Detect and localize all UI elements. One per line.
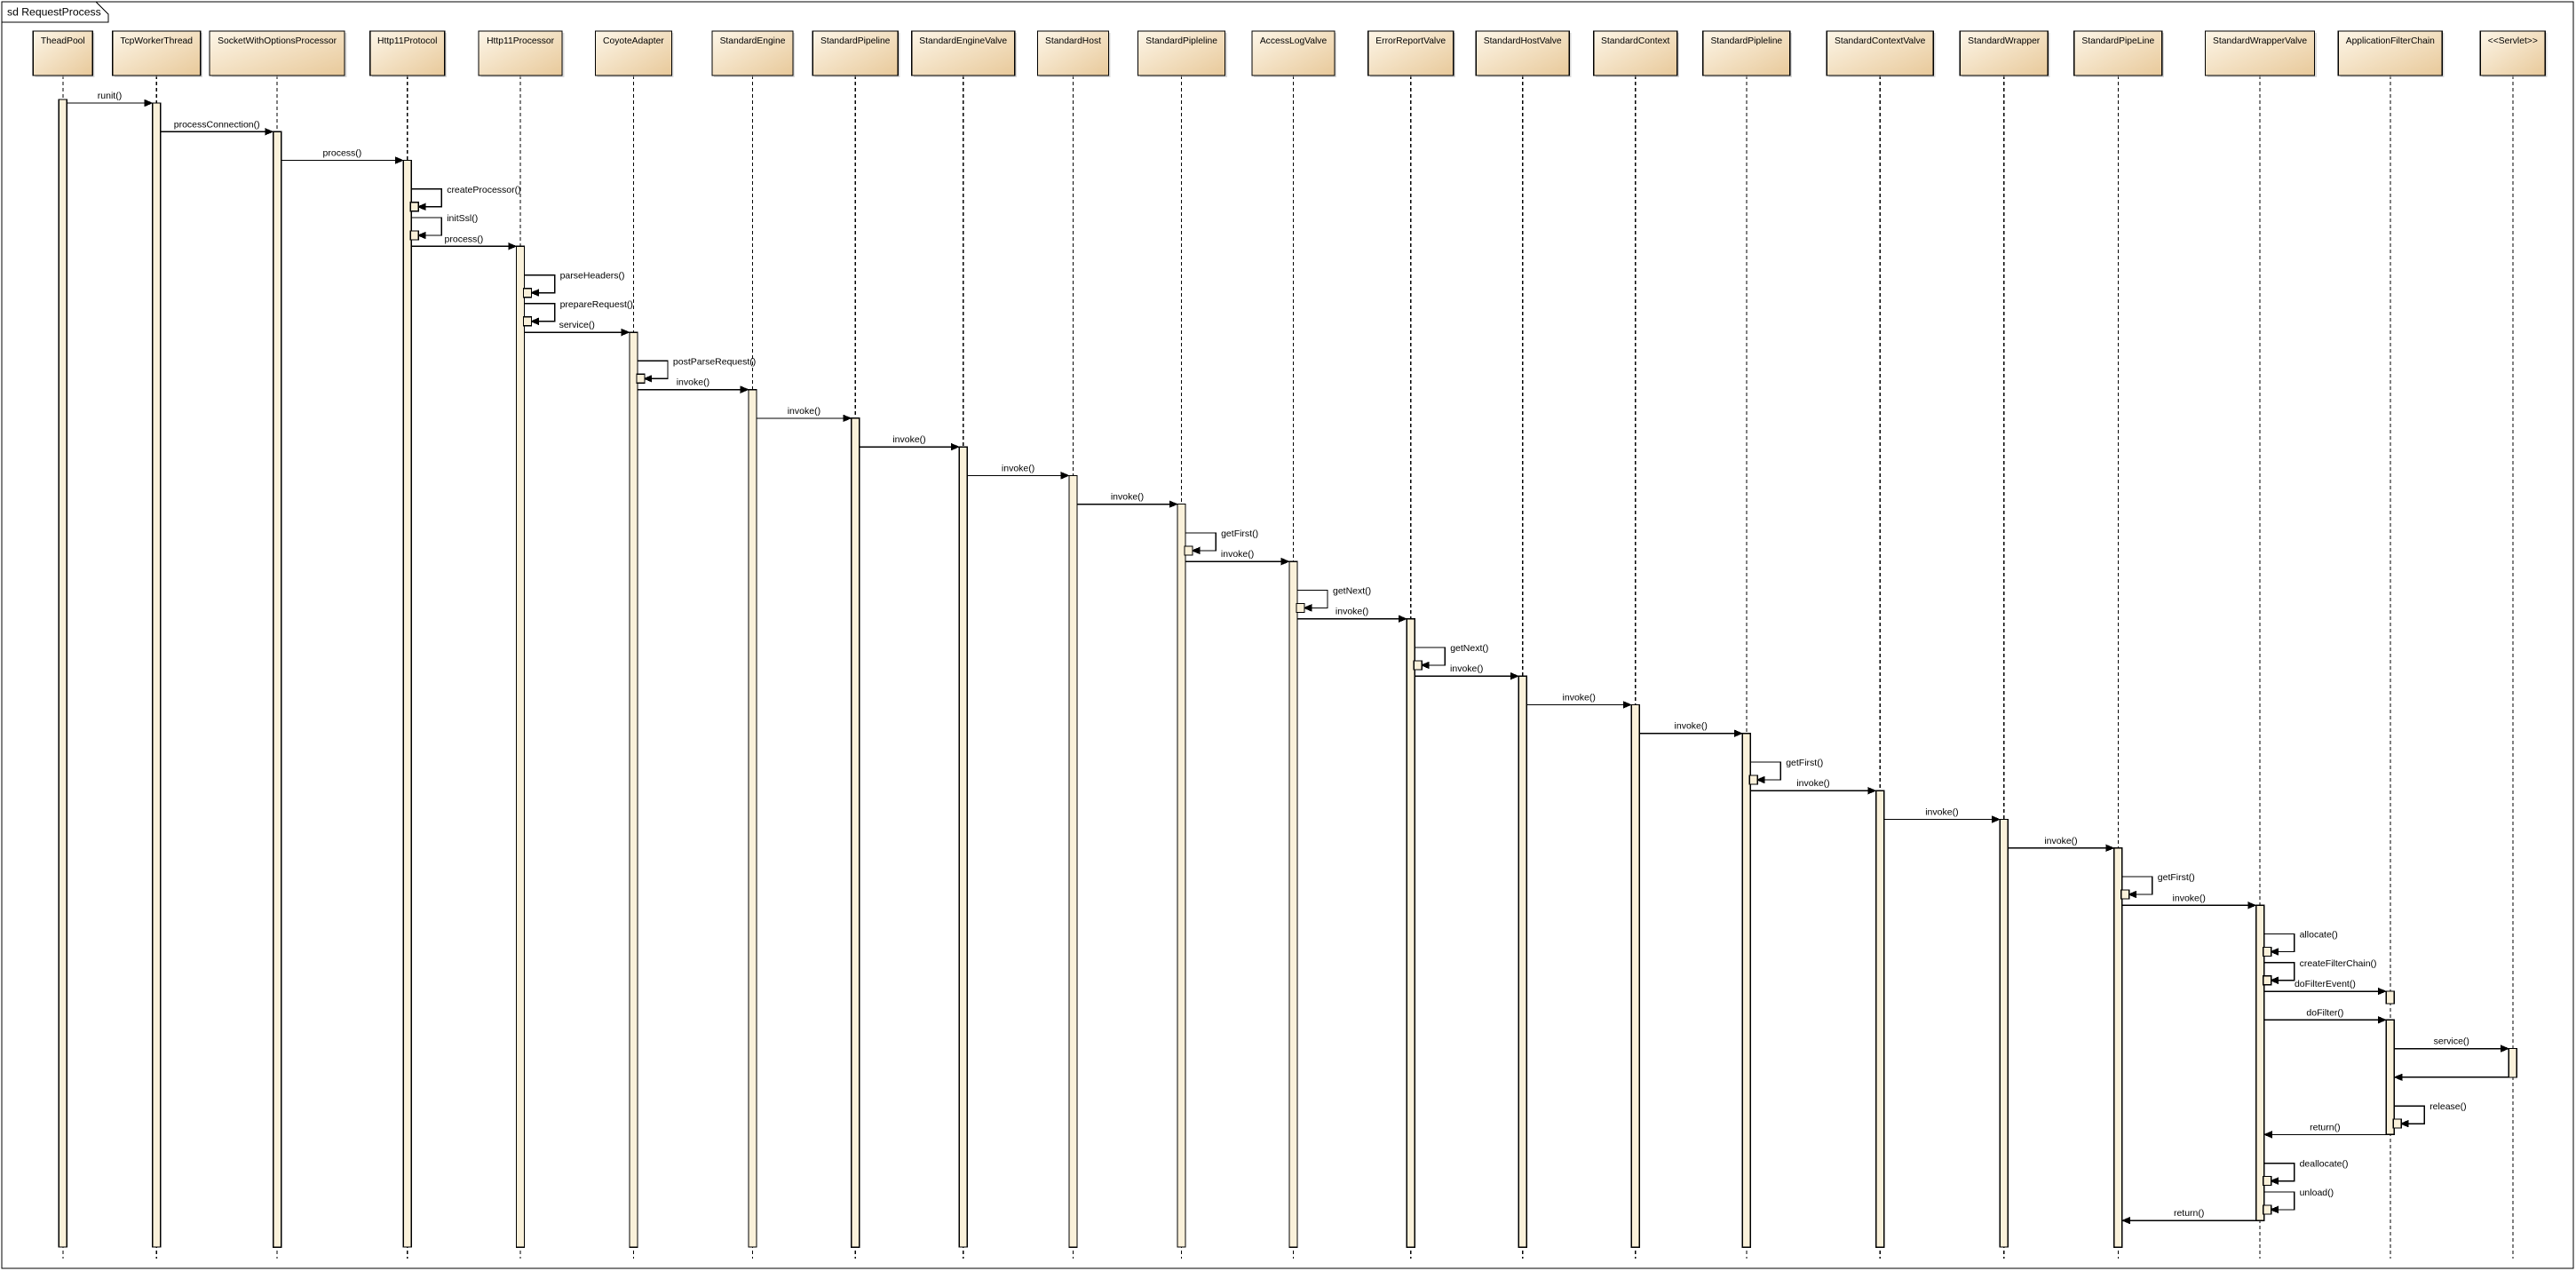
svg-text:TheadPool: TheadPool (41, 36, 85, 46)
svg-text:StandardEngine: StandardEngine (720, 36, 786, 46)
svg-text:invoke(): invoke() (788, 406, 820, 417)
svg-text:invoke(): invoke() (1675, 721, 1708, 732)
svg-text:StandardPipleline: StandardPipleline (1145, 36, 1217, 46)
svg-text:SocketWithOptionsProcessor: SocketWithOptionsProcessor (218, 36, 337, 46)
svg-text:prepareRequest(): prepareRequest() (560, 299, 633, 310)
svg-text:release(): release() (2429, 1101, 2466, 1112)
svg-text:invoke(): invoke() (2044, 836, 2077, 846)
svg-text:sd RequestProcess: sd RequestProcess (7, 6, 101, 19)
svg-text:invoke(): invoke() (1111, 492, 1144, 503)
svg-text:service(): service() (559, 320, 595, 330)
svg-text:invoke(): invoke() (1336, 607, 1368, 617)
svg-text:doFilter(): doFilter() (2306, 1007, 2343, 1018)
svg-text:AccessLogValve: AccessLogValve (1260, 36, 1328, 46)
svg-text:deallocate(): deallocate() (2300, 1159, 2349, 1170)
svg-text:return(): return() (2310, 1122, 2340, 1132)
svg-text:StandardHostValve: StandardHostValve (1484, 36, 1562, 46)
svg-text:<<Servlet>>: <<Servlet>> (2488, 36, 2538, 46)
svg-text:invoke(): invoke() (892, 434, 925, 445)
svg-text:getFirst(): getFirst() (2158, 872, 2195, 883)
svg-text:service(): service() (2434, 1037, 2469, 1047)
svg-text:parseHeaders(): parseHeaders() (560, 271, 625, 282)
svg-text:runit(): runit() (98, 91, 122, 101)
svg-text:StandardPipeLine: StandardPipeLine (2081, 36, 2154, 46)
svg-text:ApplicationFilterChain: ApplicationFilterChain (2346, 36, 2435, 46)
svg-text:unload(): unload() (2300, 1188, 2334, 1198)
svg-text:postParseRequest(): postParseRequest() (673, 356, 756, 367)
svg-text:StandardHost: StandardHost (1045, 36, 1101, 46)
svg-text:invoke(): invoke() (1002, 463, 1034, 473)
svg-text:invoke(): invoke() (1450, 663, 1483, 674)
svg-text:TcpWorkerThread: TcpWorkerThread (120, 36, 193, 46)
svg-text:getFirst(): getFirst() (1786, 758, 1823, 768)
svg-text:Http11Processor: Http11Processor (487, 36, 554, 46)
svg-text:StandardWrapperValve: StandardWrapperValve (2213, 36, 2307, 46)
svg-text:getNext(): getNext() (1333, 585, 1371, 596)
svg-text:process(): process() (445, 234, 484, 244)
svg-text:invoke(): invoke() (1563, 693, 1596, 703)
svg-text:return(): return() (2174, 1208, 2204, 1219)
svg-text:StandardContext: StandardContext (1601, 36, 1669, 46)
svg-text:getNext(): getNext() (1450, 643, 1488, 654)
svg-text:StandardPipeline: StandardPipeline (820, 36, 891, 46)
svg-text:process(): process() (323, 148, 362, 159)
svg-text:invoke(): invoke() (1796, 778, 1829, 789)
svg-text:StandardEngineValve: StandardEngineValve (919, 36, 1007, 46)
svg-text:Http11Protocol: Http11Protocol (377, 36, 437, 46)
svg-text:StandardContextValve: StandardContextValve (1835, 36, 1926, 46)
svg-text:invoke(): invoke() (677, 377, 709, 388)
svg-text:StandardWrapper: StandardWrapper (1968, 36, 2041, 46)
svg-text:invoke(): invoke() (1221, 549, 1254, 560)
svg-text:StandardPipleline: StandardPipleline (1710, 36, 1782, 46)
svg-text:createProcessor(): createProcessor() (447, 185, 520, 195)
svg-text:invoke(): invoke() (2173, 893, 2206, 903)
svg-text:ErrorReportValve: ErrorReportValve (1375, 36, 1446, 46)
svg-text:getFirst(): getFirst() (1221, 528, 1258, 539)
svg-text:invoke(): invoke() (1925, 807, 1958, 818)
svg-text:doFilterEvent(): doFilterEvent() (2295, 979, 2356, 989)
svg-text:createFilterChain(): createFilterChain() (2300, 958, 2377, 969)
svg-text:processConnection(): processConnection() (174, 119, 260, 130)
svg-text:CoyoteAdapter: CoyoteAdapter (603, 36, 664, 46)
svg-text:allocate(): allocate() (2300, 930, 2338, 941)
svg-text:initSsl(): initSsl() (447, 213, 478, 224)
